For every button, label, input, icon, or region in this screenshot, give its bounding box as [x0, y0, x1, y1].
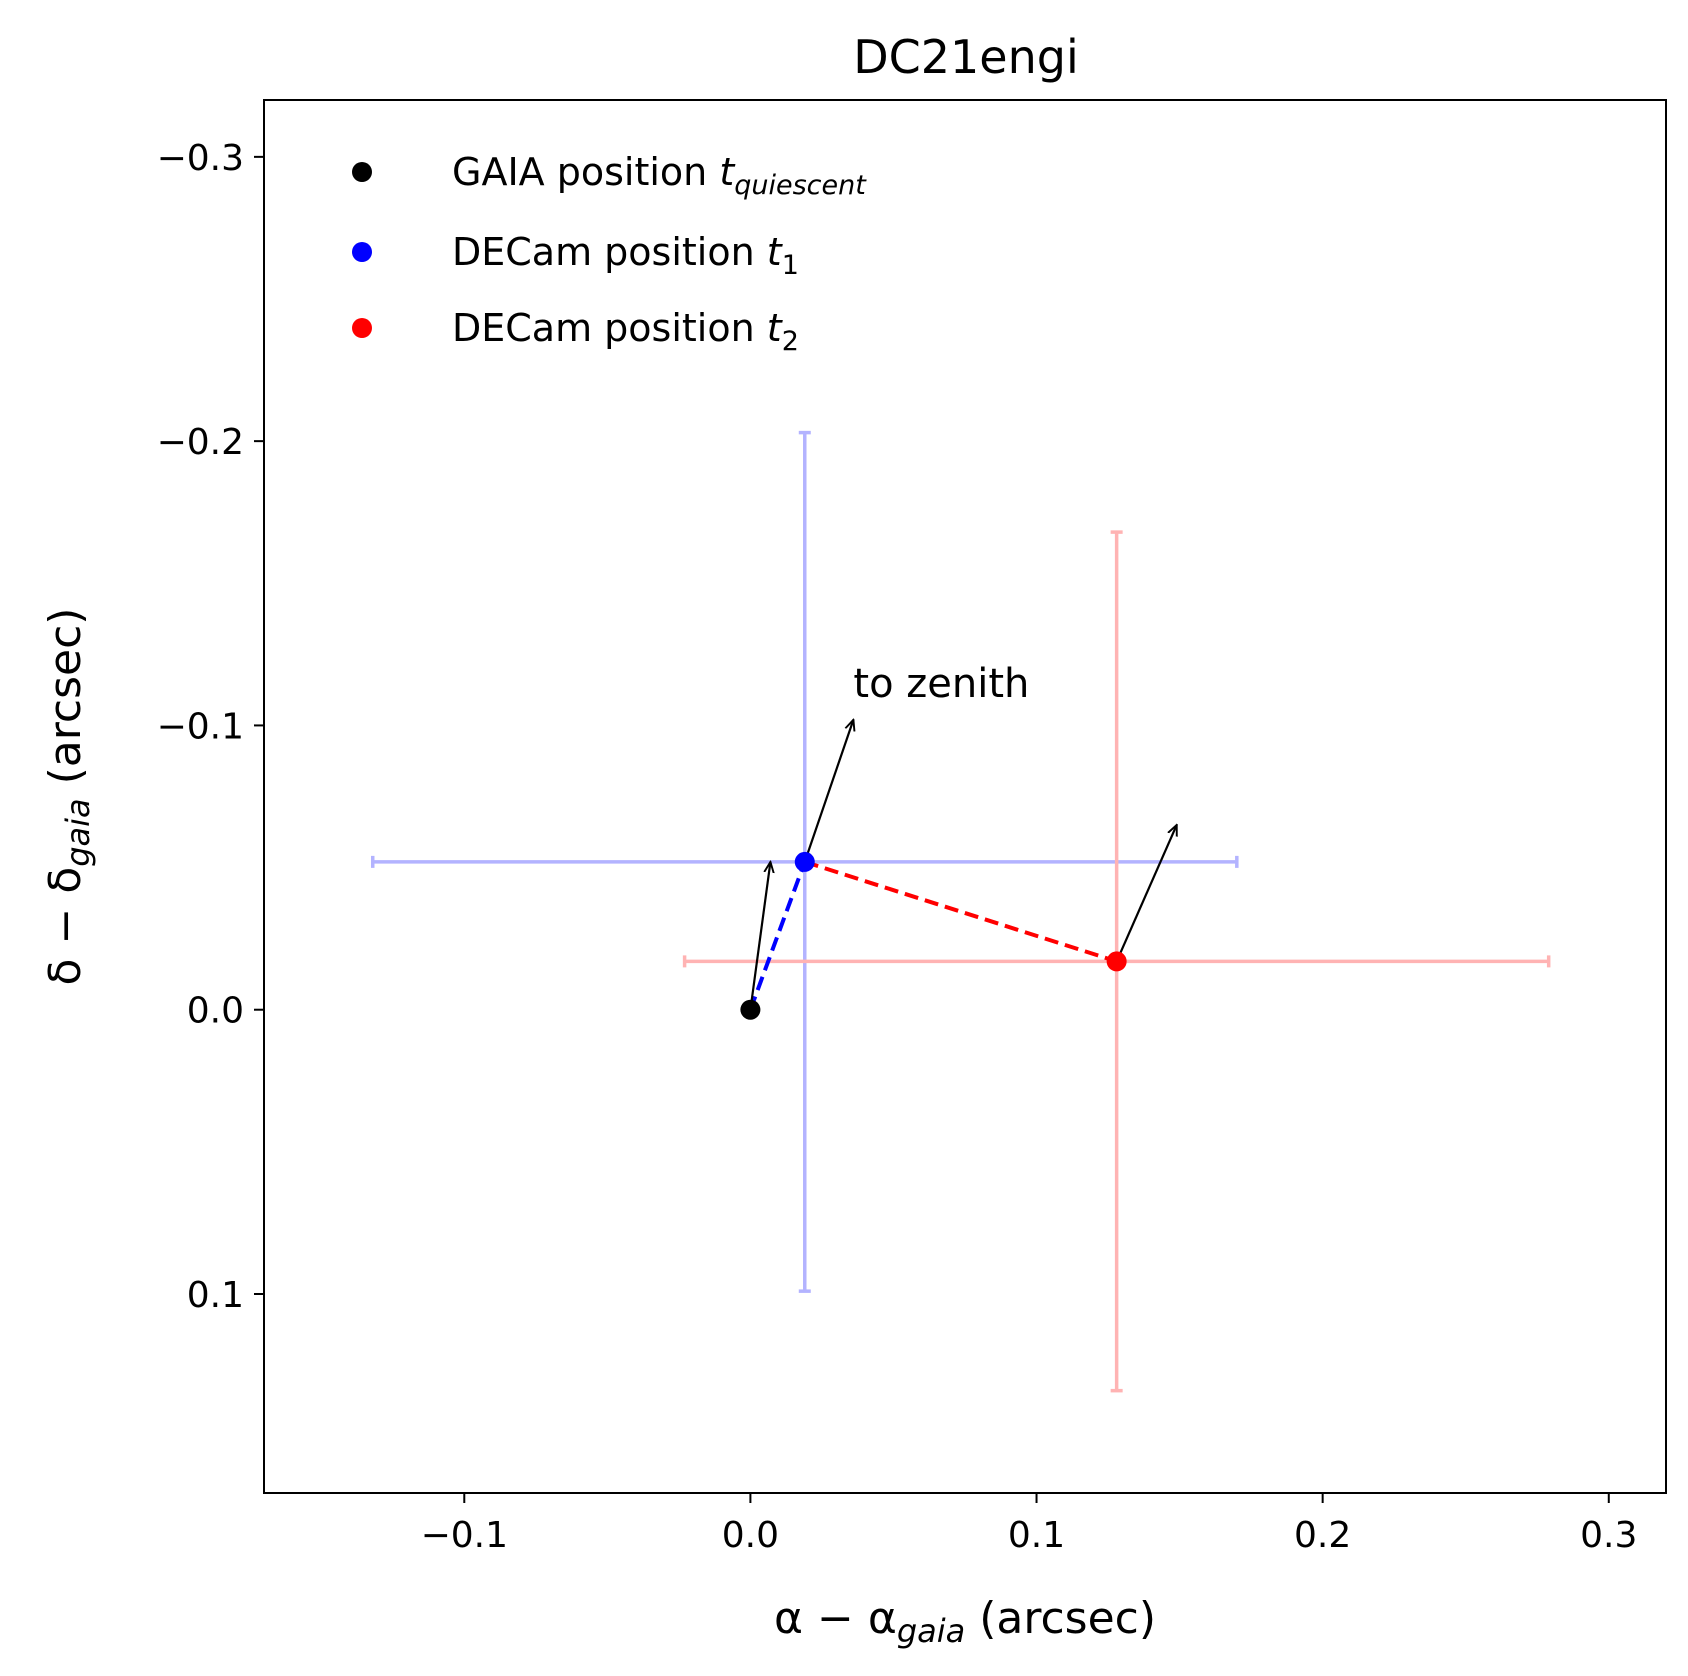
- legend-label-2: DECam position t2: [452, 306, 799, 357]
- legend-label-1: DECam position t1: [452, 230, 799, 281]
- legend-marker-1: [352, 242, 372, 262]
- connector-line-1: [804, 859, 1118, 964]
- legend-label-0: GAIA position tquiescent: [452, 150, 867, 201]
- plot-area: to zenith: [370, 430, 1551, 1393]
- y-tick-label: −0.3: [157, 138, 244, 179]
- axis-ticks: −0.1 0.0 0.1 0.2 0.3 −0.3 −0.2 −0.1 0.0 0.1: [157, 138, 1638, 1556]
- y-axis-label: δ − δgaia (arcsec): [40, 608, 97, 986]
- legend-marker-0: [352, 162, 372, 182]
- x-axis-label: α − αgaia (arcsec): [774, 1593, 1156, 1650]
- annotation-0: to zenith: [853, 661, 1029, 707]
- legend: GAIA position tquiescent DECam position t…: [352, 150, 867, 357]
- connector-line-0: [748, 861, 807, 1011]
- x-tick-label: 0.2: [1294, 1515, 1351, 1556]
- x-tick-label: 0.0: [722, 1515, 779, 1556]
- y-tick-label: −0.2: [157, 422, 244, 463]
- y-tick-label: 0.1: [187, 1275, 244, 1316]
- zenith-arrow-1: [803, 720, 854, 863]
- x-tick-label: 0.1: [1008, 1515, 1065, 1556]
- data-point-0: [740, 999, 761, 1020]
- y-tick-label: 0.0: [187, 991, 244, 1032]
- zenith-arrow-2: [1115, 825, 1178, 962]
- plot-frame: [263, 99, 1667, 1494]
- zenith-arrow-0: [749, 862, 770, 1010]
- data-point-1: [794, 851, 815, 872]
- x-tick-label: 0.3: [1580, 1515, 1637, 1556]
- legend-marker-2: [352, 318, 372, 338]
- x-tick-label: −0.1: [421, 1515, 508, 1556]
- data-point-2: [1106, 951, 1127, 972]
- y-tick-label: −0.1: [157, 706, 244, 747]
- chart-title: DC21engi: [853, 30, 1079, 84]
